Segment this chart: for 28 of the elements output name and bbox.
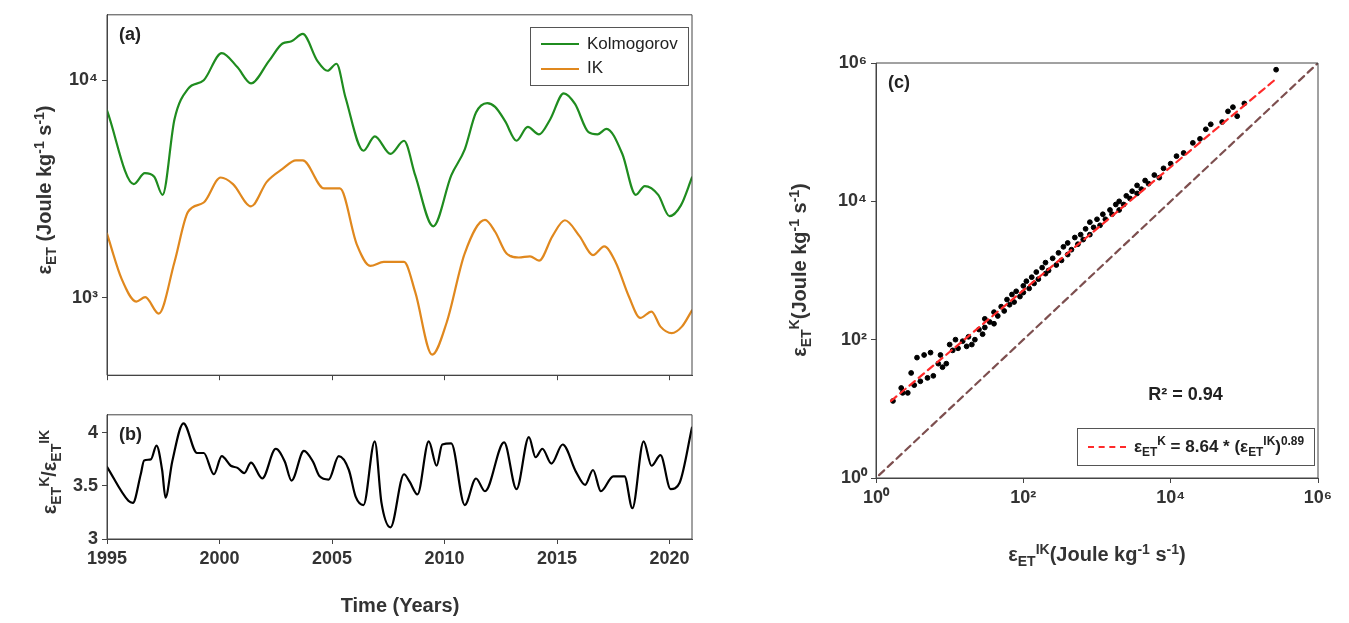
x-tick-label: 2000	[199, 547, 240, 568]
x-axis-title: ε$_{ET}$$^{IK}$(Joule kg$^{-1}$ s$^{-1}$)	[1008, 540, 1186, 570]
x-tick-label: 2010	[424, 547, 465, 568]
annotation: (b)	[119, 423, 142, 444]
legend-label: ε$_{ET}$$^{K}$ = 8.64 * (ε$_{ET}$$^{IK}$)$^{0.89}$	[1134, 433, 1305, 462]
y-tick-label: 10²	[840, 328, 868, 349]
x-tick-label: 10⁴	[1156, 486, 1186, 507]
legend-label: IK	[587, 57, 604, 80]
annotation: (c)	[888, 71, 910, 92]
y-tick-label: 4	[87, 421, 98, 442]
x-tick-label: 2005	[311, 547, 353, 568]
x-tick-label: 2020	[649, 547, 690, 568]
x-axis-title: Time (Years)	[340, 594, 460, 616]
x-tick-label: 1995	[86, 547, 128, 568]
y-tick-label: 3.5	[72, 474, 98, 495]
y-tick-label: 10³	[71, 286, 99, 307]
legend-label: Kolmogorov	[587, 32, 678, 55]
x-tick-label: 10⁶	[1303, 486, 1333, 507]
y-tick-label: 10⁴	[69, 69, 98, 90]
y-tick-label: 3	[87, 527, 98, 548]
x-tick-label: 10⁰	[862, 486, 891, 507]
y-tick-label: 10⁰	[840, 466, 868, 487]
y-tick-label: 10⁴	[838, 190, 867, 211]
annotation: R² = 0.94	[1148, 383, 1223, 404]
x-tick-label: 10²	[1010, 486, 1037, 507]
y-tick-label: 10⁶	[838, 51, 867, 72]
x-tick-label: 2015	[536, 547, 578, 568]
annotation: (a)	[119, 23, 141, 44]
